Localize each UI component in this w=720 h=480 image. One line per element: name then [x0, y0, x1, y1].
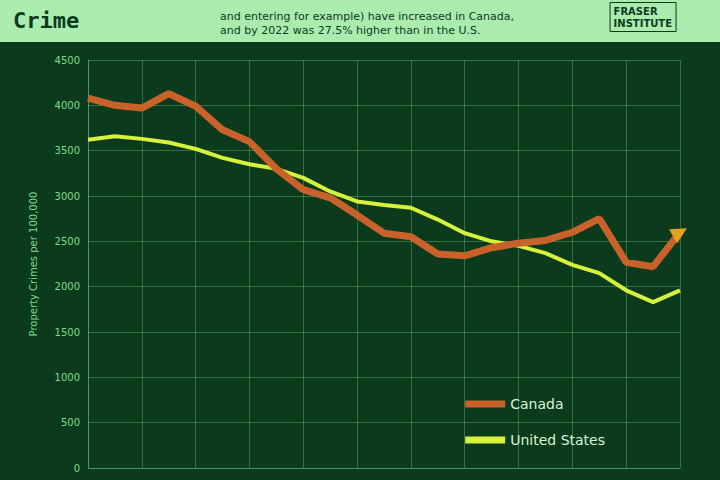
svg-text:FRASER: FRASER [614, 6, 658, 17]
svg-text:Crime: Crime [13, 8, 79, 33]
svg-text:1000: 1000 [55, 372, 80, 383]
svg-text:INSTITUTE: INSTITUTE [614, 18, 673, 29]
svg-text:4500: 4500 [55, 55, 80, 66]
svg-text:Canada: Canada [510, 396, 563, 412]
svg-text:Property Crimes per 100,000: Property Crimes per 100,000 [28, 192, 39, 337]
svg-text:and by 2022 was 27.5% higher t: and by 2022 was 27.5% higher than in the… [220, 24, 480, 37]
svg-text:United States: United States [510, 432, 605, 448]
svg-text:0: 0 [74, 463, 80, 474]
svg-text:4000: 4000 [55, 100, 80, 111]
svg-text:3500: 3500 [55, 145, 80, 156]
svg-text:2500: 2500 [55, 236, 80, 247]
svg-text:and entering for example) have: and entering for example) have increased… [220, 10, 514, 23]
svg-text:1500: 1500 [55, 327, 80, 338]
svg-text:3000: 3000 [55, 191, 80, 202]
svg-text:500: 500 [61, 417, 80, 428]
svg-text:2000: 2000 [55, 281, 80, 292]
